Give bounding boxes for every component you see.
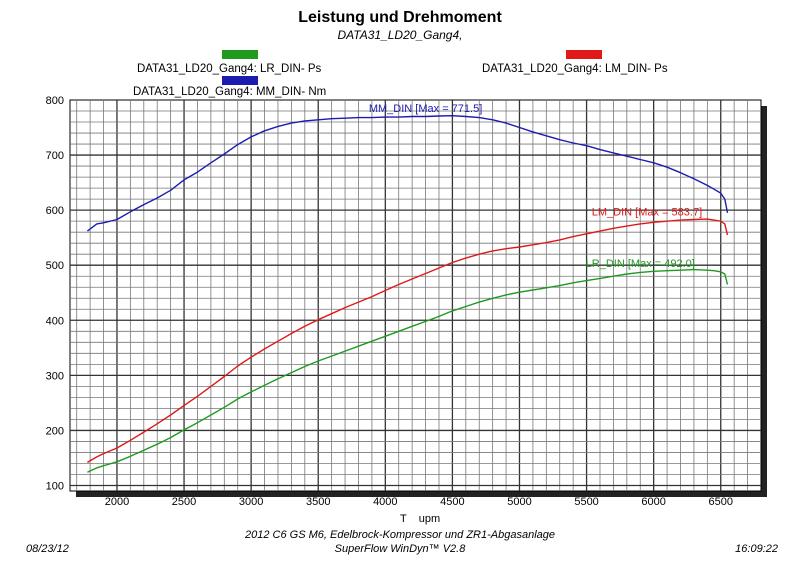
x-tick-label: 5000	[507, 496, 531, 508]
x-tick-label: 2000	[105, 496, 129, 508]
y-tick-label: 400	[46, 315, 64, 327]
legend-label-lr: DATA31_LD20_Gang4: LR_DIN- Ps	[137, 63, 322, 75]
x-tick-label: 3500	[306, 496, 330, 508]
y-tick-label: 800	[46, 95, 64, 107]
chart-subtitle: DATA31_LD20_Gang4,	[337, 28, 463, 42]
series-line-lm-din	[87, 218, 729, 464]
y-tick-label: 300	[46, 370, 64, 382]
grid	[70, 100, 761, 491]
annotation-lr-din: LR_DIN [Max = 492.0]	[586, 258, 695, 270]
y-tick-label: 700	[46, 150, 64, 162]
x-tick-labels: 2000 2500 3000 3500 4000 4500 5000 5500 6000 6500	[105, 496, 733, 508]
x-tick-label: 3000	[239, 496, 263, 508]
legend-swatch-lr	[222, 50, 258, 59]
series-line-lr-din	[87, 268, 729, 473]
chart-title: Leistung und Drehmoment	[298, 9, 502, 26]
footer-date: 08/23/12	[26, 543, 69, 555]
plot-area	[69, 99, 762, 492]
legend-label-lm: DATA31_LD20_Gang4: LM_DIN- Ps	[482, 63, 668, 75]
series-annotations: MM_DIN [Max = 771.5] LM_DIN [Max = 583.7]…	[369, 103, 702, 270]
series-lines	[86, 114, 729, 473]
y-tick-label: 100	[46, 480, 64, 492]
y-tick-label: 500	[46, 260, 64, 272]
series-line-mm-din	[86, 114, 729, 232]
x-tick-label: 6000	[641, 496, 665, 508]
x-tick-label: 6500	[709, 496, 733, 508]
x-tick-label: 2500	[172, 496, 196, 508]
y-tick-label: 200	[46, 425, 64, 437]
annotation-lm-din: LM_DIN [Max = 583.7]	[592, 207, 702, 219]
x-tick-label: 5500	[574, 496, 598, 508]
footer-description: 2012 C6 GS M6, Edelbrock-Kompressor und …	[245, 529, 555, 541]
y-tick-labels: 100 200 300 400 500 600 700 800	[46, 95, 64, 492]
y-tick-label: 600	[46, 205, 64, 217]
annotation-mm-din: MM_DIN [Max = 771.5]	[369, 103, 482, 115]
footer-time: 16:09:22	[735, 543, 778, 555]
x-tick-label: 4000	[373, 496, 397, 508]
legend-label-mm: DATA31_LD20_Gang4: MM_DIN- Nm	[133, 86, 327, 98]
x-tick-label: 4500	[440, 496, 464, 508]
x-axis-label: T upm	[400, 513, 440, 525]
legend-swatch-lm	[566, 50, 602, 59]
legend-swatch-mm	[222, 76, 258, 85]
footer-software: SuperFlow WinDyn™ V2.8	[334, 543, 466, 555]
